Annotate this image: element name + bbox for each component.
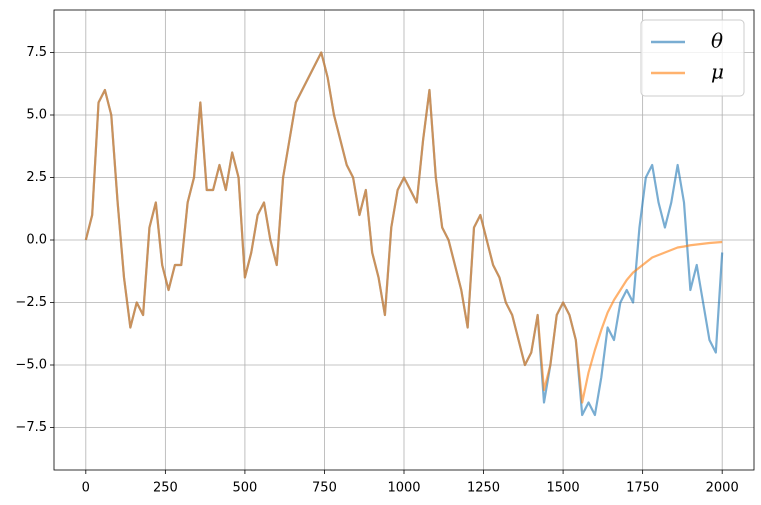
x-tick-label: 250 xyxy=(153,481,178,496)
x-tick-label: 1750 xyxy=(626,481,659,496)
x-tick-label: 500 xyxy=(232,481,257,496)
y-tick-label: 0.0 xyxy=(26,233,47,248)
x-tick-label: 0 xyxy=(82,481,90,496)
y-tick-label: 5.0 xyxy=(26,108,47,123)
y-tick-label: 7.5 xyxy=(26,45,47,60)
x-tick-label: 1250 xyxy=(467,481,500,496)
legend-label: θ xyxy=(711,29,723,53)
legend-box xyxy=(640,19,745,97)
x-tick-label: 1500 xyxy=(547,481,580,496)
y-tick-label: −5.0 xyxy=(15,358,47,373)
series-line xyxy=(84,51,723,404)
axes-frame xyxy=(53,9,755,471)
y-tick-label: −2.5 xyxy=(15,295,47,310)
legend: θμ xyxy=(640,19,745,97)
x-tick-label: 1000 xyxy=(387,481,420,496)
y-tick-label: −7.5 xyxy=(15,420,47,435)
x-tick-label: 2000 xyxy=(706,481,739,496)
x-tick-label: 750 xyxy=(312,481,337,496)
legend-label: μ xyxy=(711,60,724,84)
y-tick-label: 2.5 xyxy=(26,170,47,185)
